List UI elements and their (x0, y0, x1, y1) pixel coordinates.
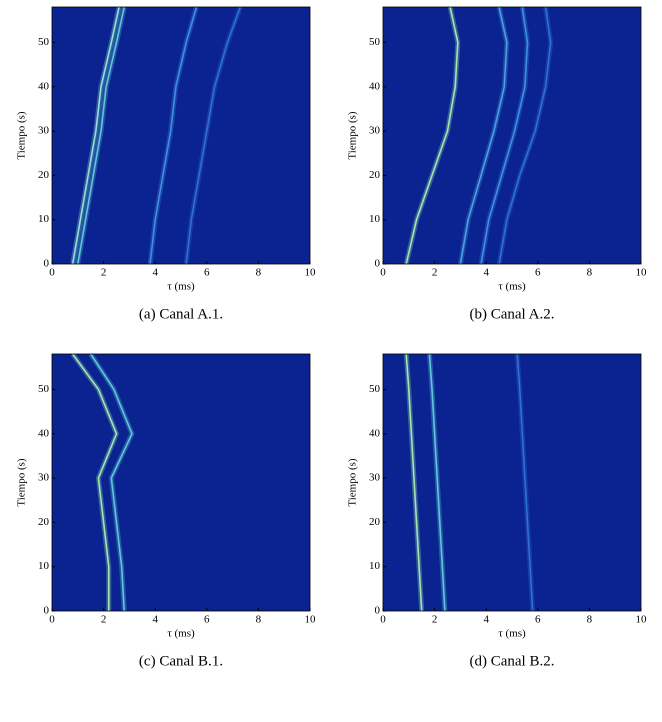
x-tick-label: 2 (101, 267, 107, 279)
caption: (d) Canal B.2. (470, 653, 555, 669)
y-tick-label: 50 (38, 383, 50, 395)
y-tick-label: 10 (369, 213, 381, 225)
trace (185, 6, 242, 265)
y-tick-label: 40 (38, 80, 50, 92)
plot-background (52, 354, 310, 611)
y-tick-label: 20 (369, 169, 381, 181)
y-tick-label: 50 (38, 36, 50, 48)
y-axis-label: Tiempo (s) (347, 458, 359, 507)
plot-frame (382, 6, 642, 265)
caption: (b) Canal A.2. (470, 306, 555, 322)
x-tick-label: 0 (380, 267, 386, 279)
x-axis-label: τ (ms) (167, 281, 195, 293)
trace (405, 6, 459, 265)
x-tick-label: 2 (101, 614, 107, 626)
y-tick-label: 20 (38, 169, 50, 181)
x-tick-label: 10 (305, 267, 317, 279)
y-tick-label: 30 (369, 472, 381, 484)
x-tick-label: 6 (204, 614, 210, 626)
y-tick-label: 30 (38, 472, 50, 484)
plot-background (52, 7, 310, 264)
y-tick-label: 40 (369, 80, 381, 92)
y-tick-label: 50 (369, 36, 381, 48)
y-tick-label: 30 (369, 125, 381, 137)
x-tick-label: 10 (305, 614, 317, 626)
trace (516, 353, 534, 612)
plot-frame (51, 6, 311, 265)
y-tick-label: 10 (38, 213, 50, 225)
plot-frame (51, 353, 311, 612)
y-axis-label: Tiempo (s) (16, 458, 28, 507)
y-axis-label: Tiempo (s) (347, 111, 359, 160)
x-tick-label: 8 (256, 267, 262, 279)
y-tick-label: 40 (369, 427, 381, 439)
y-axis-label: Tiempo (s) (16, 111, 28, 160)
y-tick-label: 10 (38, 560, 50, 572)
trace (149, 6, 198, 265)
trace (405, 353, 423, 612)
x-tick-label: 0 (49, 267, 55, 279)
y-tick-label: 0 (44, 605, 50, 617)
caption: (a) Canal A.1. (139, 306, 223, 322)
plot-background (383, 7, 641, 264)
caption: (c) Canal B.1. (139, 653, 223, 669)
y-tick-label: 0 (44, 258, 50, 270)
trace (77, 6, 126, 265)
x-axis-label: τ (ms) (167, 628, 195, 640)
x-tick-label: 8 (587, 267, 593, 279)
x-tick-label: 6 (204, 267, 210, 279)
x-tick-label: 2 (432, 614, 438, 626)
x-tick-label: 6 (535, 614, 541, 626)
trace (428, 353, 446, 612)
plot-background (383, 354, 641, 611)
trace (71, 353, 118, 611)
trace (498, 6, 552, 265)
y-tick-label: 20 (369, 516, 381, 528)
y-tick-label: 0 (375, 258, 381, 270)
y-tick-label: 50 (369, 383, 381, 395)
y-tick-label: 30 (38, 125, 50, 137)
x-tick-label: 10 (636, 267, 648, 279)
x-tick-label: 0 (380, 614, 386, 626)
trace (71, 6, 120, 265)
x-tick-label: 4 (152, 267, 158, 279)
plot-frame (382, 353, 642, 612)
x-tick-label: 10 (636, 614, 648, 626)
y-tick-label: 20 (38, 516, 50, 528)
x-axis-label: τ (ms) (498, 281, 526, 293)
x-tick-label: 8 (256, 614, 262, 626)
y-tick-label: 10 (369, 560, 381, 572)
x-tick-label: 8 (587, 614, 593, 626)
x-tick-label: 4 (483, 267, 489, 279)
y-tick-label: 0 (375, 605, 381, 617)
x-tick-label: 4 (152, 614, 158, 626)
trace (459, 6, 508, 265)
x-tick-label: 0 (49, 614, 55, 626)
x-tick-label: 4 (483, 614, 489, 626)
x-axis-label: τ (ms) (498, 628, 526, 640)
trace (90, 353, 133, 612)
x-tick-label: 2 (432, 267, 438, 279)
y-tick-label: 40 (38, 427, 50, 439)
x-tick-label: 6 (535, 267, 541, 279)
trace (480, 6, 529, 265)
